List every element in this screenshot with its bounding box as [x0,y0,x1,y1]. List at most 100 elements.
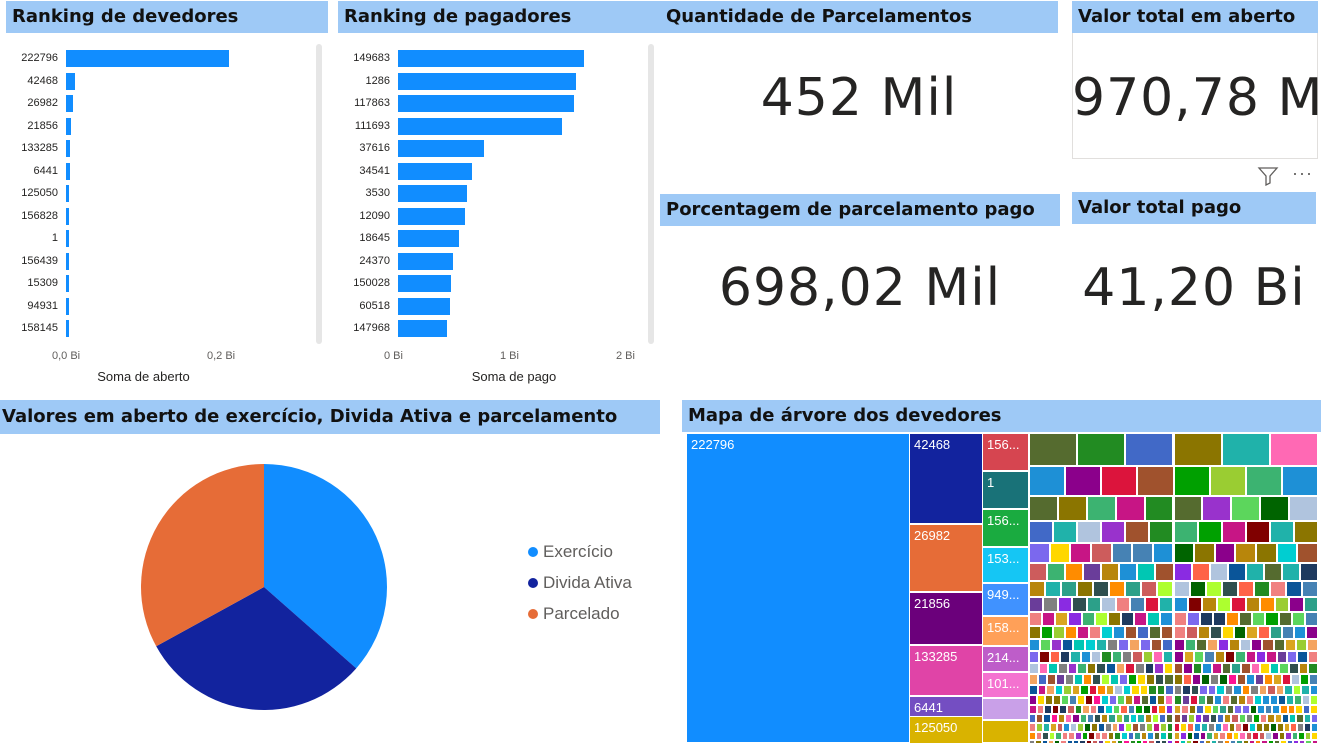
treemap-tile[interactable] [1047,563,1066,581]
pie-slice[interactable] [156,587,357,710]
treemap-tile[interactable] [1238,714,1246,723]
treemap-tile[interactable] [1151,639,1163,651]
pie-slice[interactable] [141,464,264,647]
treemap-tile[interactable] [1297,651,1308,663]
treemap-tile[interactable] [1186,740,1193,743]
treemap-tile[interactable] [1152,723,1160,732]
treemap-tile[interactable] [1117,695,1126,705]
treemap-tile[interactable] [1230,740,1237,743]
treemap-tile[interactable] [1257,705,1265,714]
treemap-tile[interactable] [1265,732,1273,740]
treemap-tile[interactable] [1093,695,1102,705]
bar[interactable] [66,252,70,270]
treemap-tile[interactable] [1221,663,1232,674]
treemap-tile[interactable] [1233,626,1246,639]
treemap-tile[interactable] [1137,674,1147,685]
treemap-tile[interactable] [1157,581,1174,597]
treemap-tile[interactable] [1261,740,1268,743]
treemap-tile[interactable] [1253,581,1270,597]
treemap-tile[interactable] [1053,695,1062,705]
treemap-tile[interactable] [1119,563,1138,581]
treemap-tile[interactable] [1029,705,1037,714]
treemap-tile[interactable] [1305,740,1312,743]
treemap-tile[interactable] [1302,705,1311,714]
treemap-tile[interactable] [1192,663,1203,674]
treemap-tile[interactable] [1137,563,1156,581]
treemap-tile[interactable] [1097,685,1106,695]
treemap-tile[interactable] [1074,705,1083,714]
treemap-tile[interactable] [1084,639,1096,651]
bar[interactable] [66,275,69,292]
treemap-tile[interactable] [1228,723,1236,732]
treemap-tile[interactable] [1070,651,1081,663]
treemap-tile[interactable] [1266,651,1277,663]
treemap-tile[interactable] [1267,740,1275,743]
treemap-tile[interactable] [1269,581,1286,597]
treemap-tile[interactable] [1183,651,1195,663]
treemap-tile[interactable] [1214,651,1226,663]
treemap-tile[interactable] [1086,496,1116,521]
treemap-tile[interactable] [1186,612,1200,626]
treemap-tile[interactable] [1245,521,1270,543]
treemap-tile[interactable] [1053,626,1066,639]
treemap-tile[interactable] [1173,496,1203,521]
treemap-tile[interactable] [1063,685,1072,695]
treemap-tile[interactable] [1073,639,1085,651]
treemap-tile[interactable] [1079,714,1087,723]
treemap-tile[interactable] [1077,695,1086,705]
treemap-tile[interactable] [1240,663,1251,674]
treemap-tile[interactable] [1144,496,1174,521]
treemap-tile[interactable] [1047,674,1057,685]
treemap-tile[interactable] [1111,543,1133,563]
treemap-tile[interactable] [1286,740,1293,743]
treemap-tile[interactable] [1202,496,1232,521]
treemap-tile[interactable] [1038,663,1049,674]
treemap-tile[interactable] [1101,674,1111,685]
treemap-tile[interactable] [1053,521,1078,543]
treemap-tile[interactable] [1094,612,1108,626]
treemap-tile[interactable] [1077,433,1126,466]
treemap-tile[interactable] [1301,695,1310,705]
treemap-tile[interactable] [1173,612,1187,626]
treemap-tile[interactable] [1245,674,1255,685]
treemap-tile[interactable] [1291,612,1305,626]
treemap-tile[interactable] [1125,723,1133,732]
treemap-tile[interactable]: 153... [982,547,1029,583]
treemap-tile[interactable] [1144,663,1155,674]
treemap-tile[interactable] [1070,543,1091,563]
treemap-tile[interactable] [1143,705,1151,714]
treemap-tile[interactable] [1065,626,1078,639]
treemap-tile[interactable] [1197,695,1206,705]
treemap-tile[interactable] [1145,723,1153,732]
treemap-tile[interactable] [1193,732,1200,740]
treemap-tile[interactable]: 101... [982,672,1029,698]
treemap-tile[interactable] [1070,723,1078,732]
bar[interactable] [398,320,448,337]
treemap-tile[interactable] [1252,612,1266,626]
treemap-tile[interactable] [1204,651,1215,663]
bar[interactable] [66,162,70,180]
treemap-tile[interactable] [1287,651,1298,663]
bar[interactable] [66,72,76,90]
treemap-tile[interactable] [1173,663,1184,674]
treemap-tile[interactable] [1084,723,1091,732]
treemap-tile[interactable] [1029,651,1040,663]
treemap-tile[interactable] [1079,740,1086,743]
treemap-tile[interactable] [1089,705,1098,714]
treemap-tile[interactable] [1029,714,1037,723]
treemap-tile[interactable] [1156,685,1165,695]
treemap-tile[interactable] [1085,740,1092,743]
treemap-tile[interactable] [1201,723,1208,732]
treemap-tile[interactable]: 26982 [909,524,983,592]
treemap-tile[interactable]: 222796 [686,433,910,743]
bar[interactable] [66,117,72,135]
treemap-tile[interactable] [1173,651,1184,663]
treemap-tile[interactable] [1211,740,1218,743]
treemap-tile[interactable] [1249,723,1257,732]
treemap-tile[interactable] [1090,543,1112,563]
filter-icon[interactable] [1257,166,1279,191]
treemap-tile[interactable] [1077,723,1085,732]
treemap-tile[interactable] [1051,639,1063,651]
treemap-tile[interactable] [1050,714,1058,723]
treemap-tile[interactable] [1063,723,1071,732]
